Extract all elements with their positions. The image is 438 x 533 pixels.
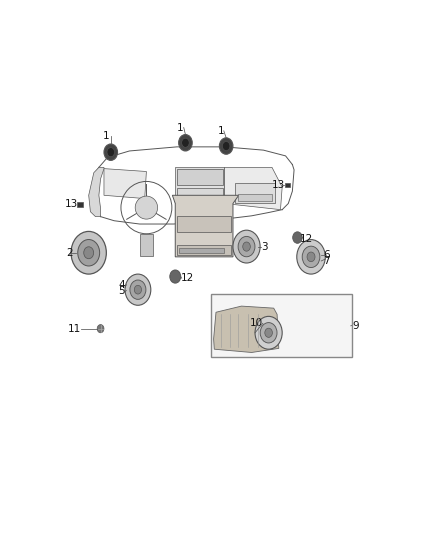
Circle shape [297, 240, 325, 274]
Text: 12: 12 [180, 273, 194, 283]
Text: 1: 1 [102, 131, 109, 141]
Text: 11: 11 [68, 324, 81, 334]
Circle shape [107, 148, 114, 157]
Polygon shape [175, 167, 224, 204]
Circle shape [134, 285, 141, 294]
Circle shape [78, 239, 99, 266]
Circle shape [84, 247, 94, 259]
Bar [78, 202, 83, 207]
Circle shape [293, 232, 302, 243]
Bar [211, 294, 352, 358]
Text: 6: 6 [323, 250, 330, 260]
Bar [179, 248, 224, 253]
Circle shape [97, 325, 104, 333]
Circle shape [302, 246, 320, 268]
Polygon shape [214, 306, 279, 352]
Bar [177, 188, 223, 200]
Circle shape [243, 242, 251, 251]
Text: 13: 13 [272, 180, 285, 190]
Bar [235, 183, 276, 204]
Circle shape [307, 252, 315, 262]
Text: 10: 10 [250, 318, 263, 328]
Circle shape [104, 144, 117, 160]
Bar [177, 169, 223, 185]
Circle shape [233, 230, 260, 263]
Bar [285, 183, 290, 188]
Circle shape [219, 138, 233, 154]
Circle shape [255, 317, 282, 349]
Text: 1: 1 [177, 123, 184, 133]
Circle shape [260, 322, 277, 343]
Text: 1: 1 [218, 126, 224, 136]
Circle shape [130, 280, 146, 300]
Text: 7: 7 [323, 256, 330, 266]
Polygon shape [88, 167, 104, 216]
Circle shape [265, 328, 272, 337]
Text: 13: 13 [64, 199, 78, 209]
Text: 5: 5 [118, 286, 124, 295]
Bar [238, 194, 272, 201]
Circle shape [170, 270, 181, 283]
Circle shape [223, 142, 230, 150]
Circle shape [182, 138, 189, 147]
Circle shape [125, 274, 151, 305]
Polygon shape [173, 195, 239, 257]
Circle shape [179, 134, 192, 151]
Text: 4: 4 [118, 280, 124, 290]
Bar [177, 216, 231, 232]
Text: 2: 2 [67, 248, 73, 258]
Bar [140, 234, 152, 256]
Text: 9: 9 [353, 321, 360, 331]
Circle shape [238, 237, 255, 257]
Polygon shape [104, 168, 146, 199]
Circle shape [71, 231, 106, 274]
Ellipse shape [135, 196, 158, 219]
Text: 3: 3 [261, 241, 268, 252]
Polygon shape [224, 167, 282, 209]
Bar [177, 245, 231, 255]
Text: 12: 12 [300, 234, 313, 244]
